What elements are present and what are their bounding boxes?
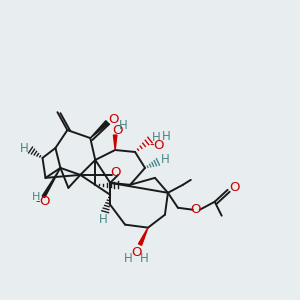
Text: H: H <box>20 142 29 154</box>
Text: O: O <box>112 124 122 136</box>
Text: H: H <box>124 252 133 265</box>
Polygon shape <box>113 135 117 150</box>
Polygon shape <box>90 121 109 138</box>
Text: O: O <box>131 246 141 259</box>
Text: H: H <box>162 130 170 142</box>
Text: H: H <box>160 154 169 166</box>
Text: H: H <box>99 213 108 226</box>
Text: O: O <box>190 203 201 216</box>
Text: O: O <box>39 195 50 208</box>
Text: O: O <box>110 167 120 179</box>
Text: H: H <box>119 118 128 132</box>
Polygon shape <box>42 168 60 197</box>
Text: O: O <box>108 112 119 126</box>
Text: O: O <box>154 139 164 152</box>
Text: H: H <box>152 130 160 144</box>
Text: O: O <box>230 181 240 194</box>
Polygon shape <box>139 228 148 245</box>
Text: H: H <box>32 192 41 202</box>
Text: -: - <box>35 195 40 208</box>
Text: H: H <box>140 252 148 265</box>
Text: -: - <box>150 139 154 152</box>
